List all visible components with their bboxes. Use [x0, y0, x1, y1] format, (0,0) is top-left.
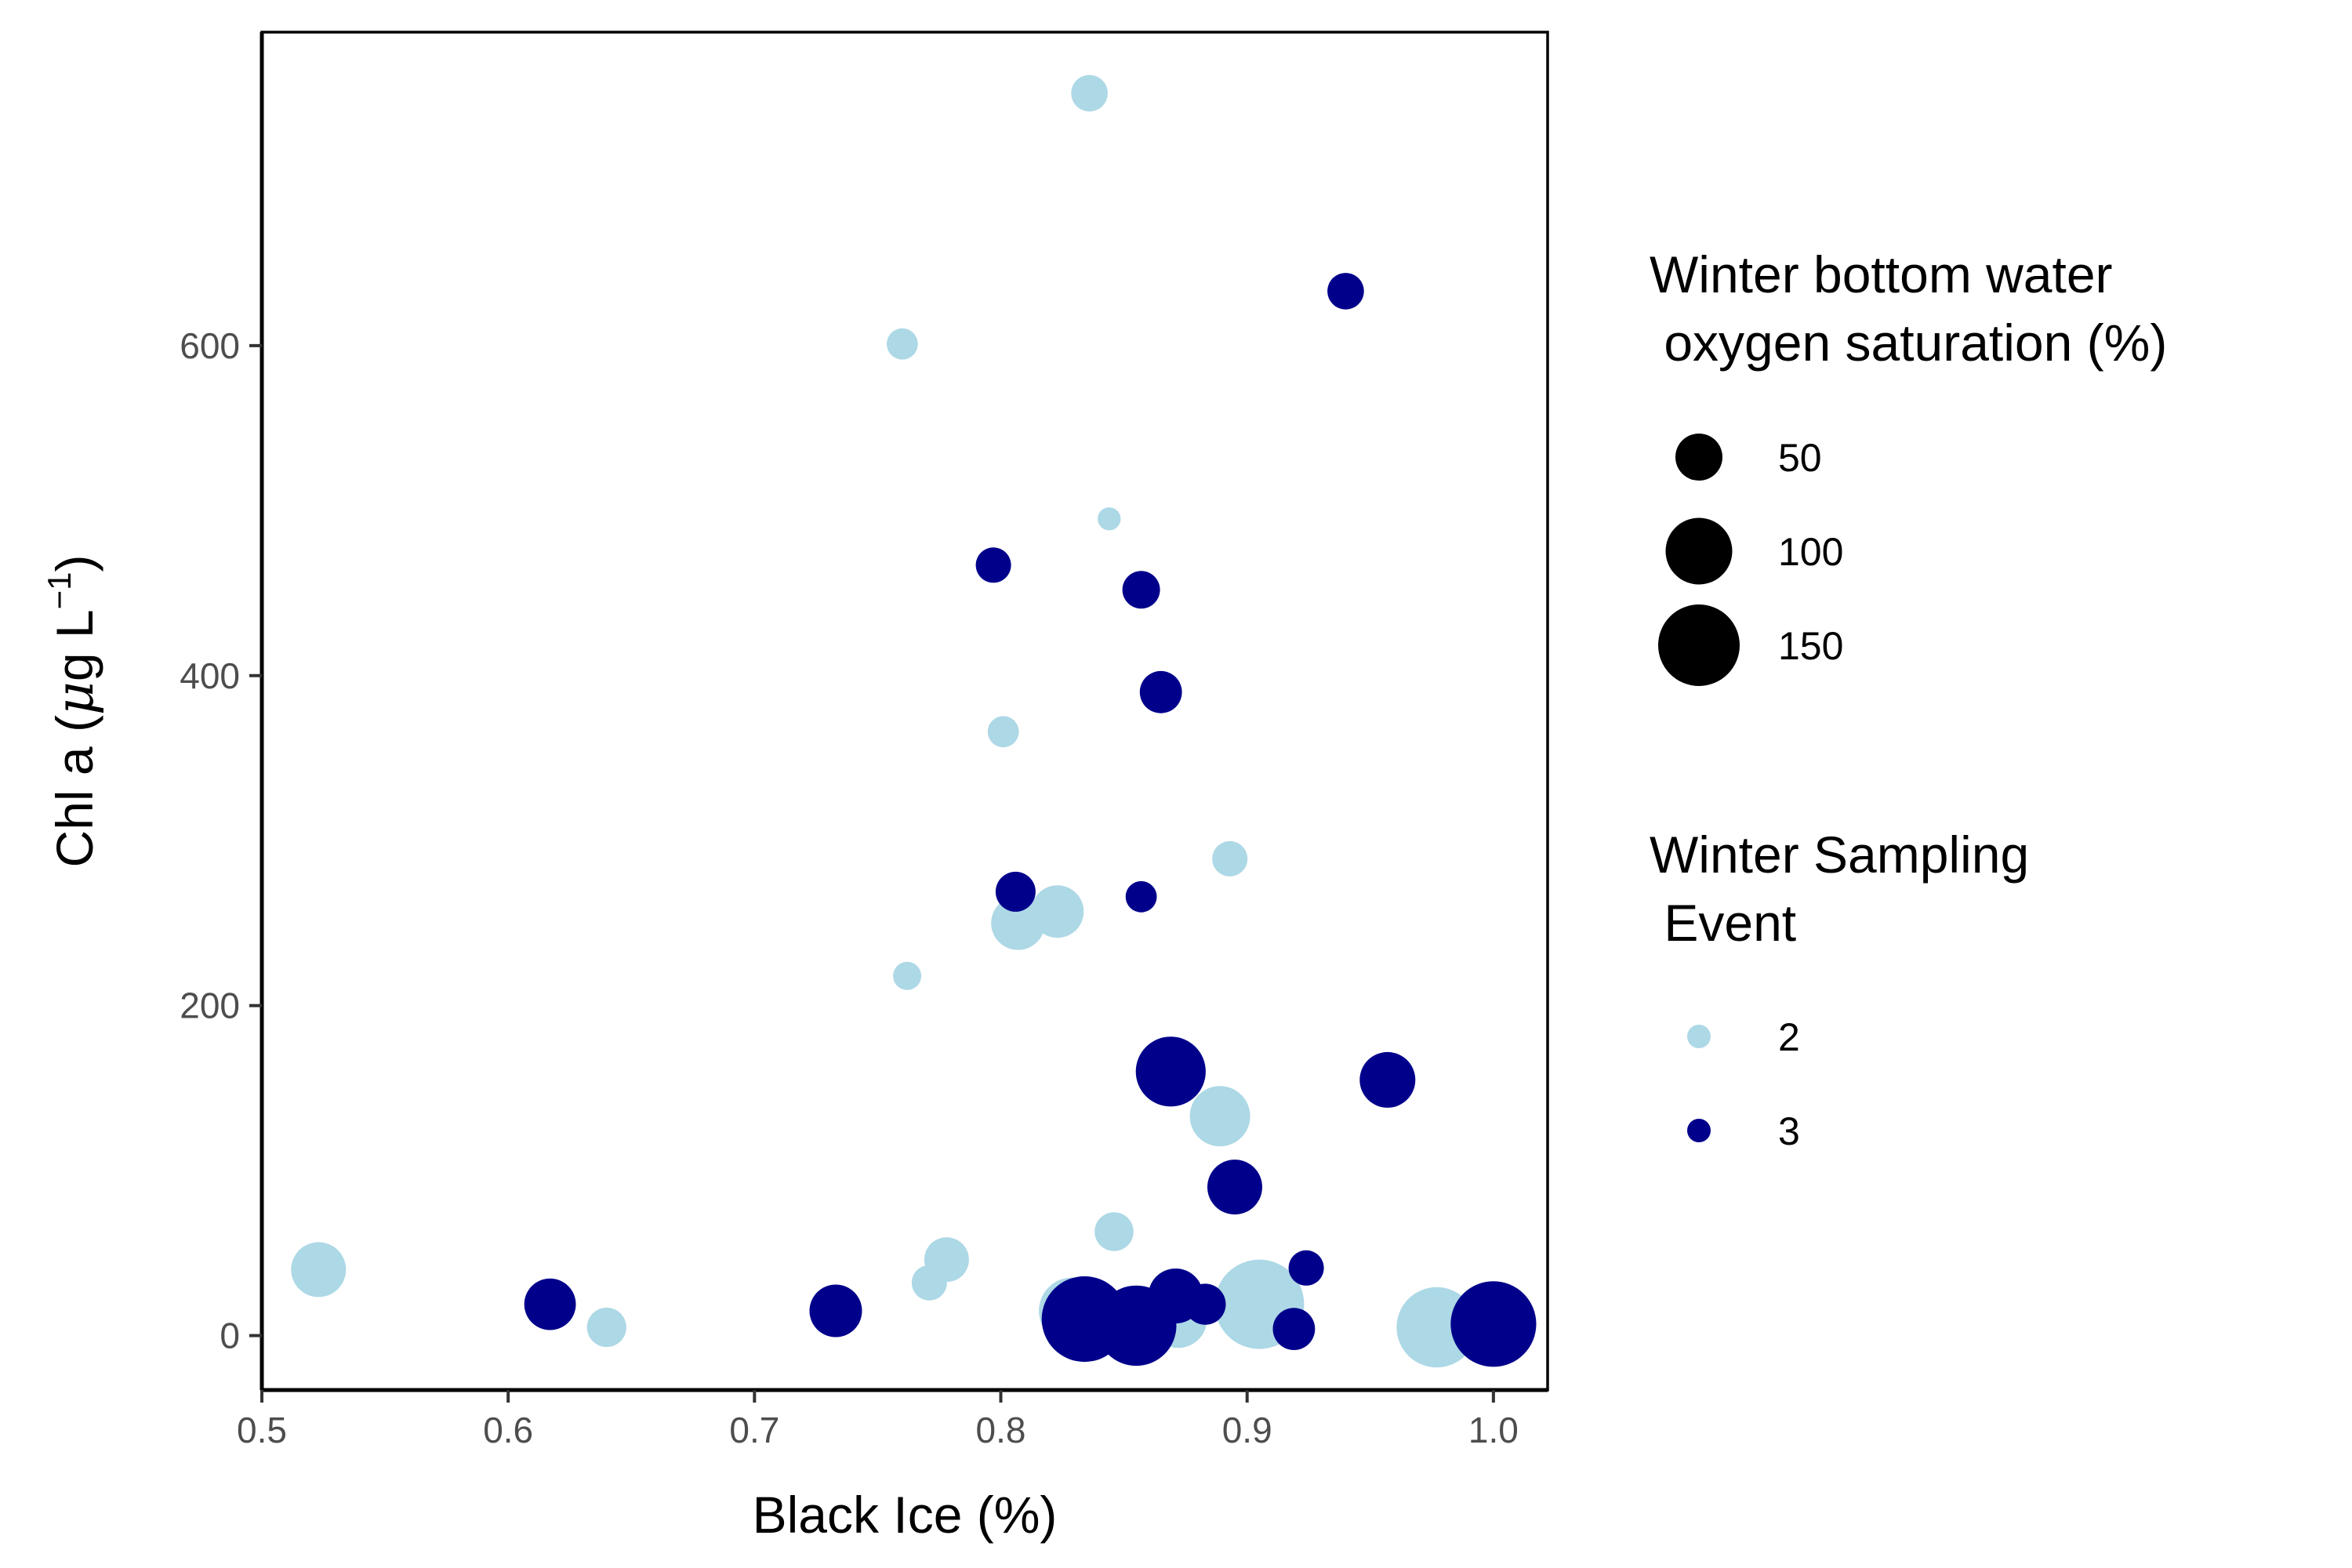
color-legend-title-line-2: Event	[1650, 894, 1796, 952]
y-tick-label: 600	[180, 325, 240, 366]
data-point-event-2-1	[887, 328, 918, 360]
y-axis-title: Chl a (μg L−1)	[41, 555, 105, 868]
data-point-event-3-13	[1185, 1283, 1226, 1325]
data-point-event-2-0	[1071, 74, 1108, 112]
x-tick-label: 0.7	[729, 1410, 779, 1450]
data-point-event-3-14	[1272, 1308, 1316, 1350]
data-point-event-3-11	[809, 1284, 862, 1338]
color-legend-title-line-1: Winter Sampling	[1650, 826, 2029, 884]
x-tick-label: 0.8	[976, 1410, 1026, 1450]
x-axis-title: Black Ice (%)	[753, 1486, 1058, 1544]
size-legend-key-150	[1658, 604, 1740, 686]
data-point-event-3-4	[995, 871, 1036, 912]
y-axis-title-exponent: −1	[41, 572, 78, 610]
data-point-event-3-5	[1125, 880, 1157, 913]
size-legend-key-100	[1665, 517, 1733, 585]
data-point-event-3-2	[1122, 571, 1160, 609]
y-axis-title-prefix: Chl a (	[45, 715, 103, 867]
color-legend: Winter Sampling Event 23	[1650, 826, 2029, 1153]
size-legend-title-line-1: Winter bottom water	[1650, 245, 2113, 303]
color-legend-label-2: 2	[1778, 1015, 1800, 1059]
plot-panel-border	[260, 31, 1549, 1392]
color-legend-items: 23	[1687, 1015, 1800, 1153]
data-point-event-3-1	[975, 547, 1011, 583]
data-point-event-2-13	[586, 1307, 626, 1348]
data-point-event-2-9	[1094, 1212, 1134, 1251]
data-point-event-3-9	[1288, 1250, 1324, 1286]
size-legend-label-150: 150	[1778, 624, 1843, 668]
x-axis-ticks: 0.5 0.6 0.7 0.8 0.9 1.0	[237, 1390, 1519, 1450]
y-tick-label: 0	[220, 1316, 240, 1356]
size-legend-title-line-2: oxygen saturation (%)	[1650, 314, 2167, 372]
data-points	[291, 74, 1537, 1368]
x-tick-label: 0.9	[1222, 1410, 1272, 1450]
data-point-event-2-5	[1031, 885, 1084, 938]
y-axis-title-mu: μ	[45, 681, 105, 715]
data-point-event-3-7	[1359, 1051, 1416, 1108]
x-tick-label: 1.0	[1468, 1410, 1519, 1450]
y-axis-ticks: 0 200 400 600	[180, 325, 262, 1356]
data-point-event-3-3	[1139, 670, 1182, 713]
color-legend-key-3	[1687, 1119, 1711, 1142]
y-axis-title-suffix: )	[45, 555, 103, 572]
data-point-event-2-11	[911, 1265, 947, 1301]
data-point-event-2-7	[893, 961, 922, 990]
x-tick-label: 0.6	[483, 1410, 533, 1450]
y-axis-title-unit: g L	[45, 609, 103, 681]
data-point-event-3-6	[1135, 1036, 1206, 1107]
size-legend: Winter bottom water oxygen saturation (%…	[1650, 245, 2167, 686]
size-legend-label-50: 50	[1778, 436, 1822, 480]
data-point-event-2-2	[1098, 507, 1121, 531]
x-tick-label: 0.5	[237, 1410, 287, 1450]
data-point-event-3-10	[524, 1278, 576, 1330]
size-legend-label-100: 100	[1778, 530, 1843, 574]
size-legend-key-50	[1675, 434, 1722, 481]
data-point-event-3-0	[1327, 273, 1364, 310]
data-point-event-3-8	[1207, 1160, 1262, 1215]
data-point-event-2-8	[1189, 1086, 1250, 1147]
data-point-event-2-4	[1212, 840, 1248, 877]
color-legend-key-2	[1687, 1025, 1711, 1048]
color-legend-label-3: 3	[1778, 1109, 1800, 1153]
y-tick-label: 200	[180, 985, 240, 1026]
size-legend-items: 50 100 150	[1658, 434, 1843, 686]
data-point-event-2-12	[291, 1242, 347, 1298]
data-point-event-2-3	[987, 716, 1019, 748]
data-point-event-3-17	[1450, 1281, 1537, 1367]
y-tick-label: 400	[180, 655, 240, 696]
